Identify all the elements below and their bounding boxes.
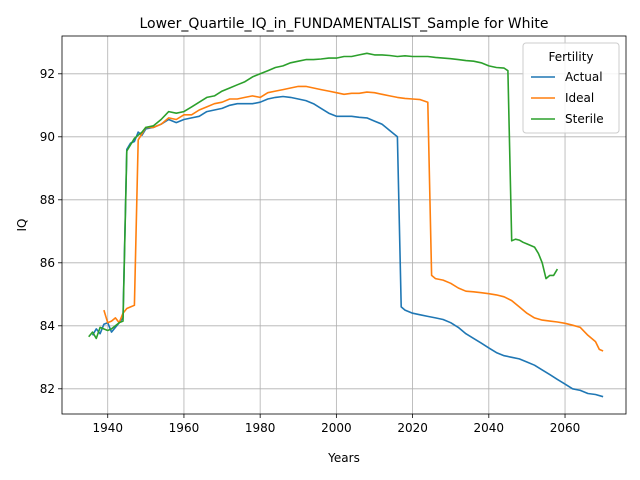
legend: Fertility Actual Ideal Sterile: [522, 42, 620, 134]
x-axis-label: Years: [327, 451, 360, 465]
grid: [62, 36, 626, 414]
x-tick-label: 2040: [474, 421, 505, 435]
y-tick-label: 86: [40, 256, 55, 270]
x-tick-label: 2060: [550, 421, 581, 435]
y-axis: 82 84 86 88 90 92: [40, 67, 62, 396]
chart-title: Lower_Quartile_IQ_in_FUNDAMENTALIST_Samp…: [139, 16, 548, 32]
series-line-ideal: [103, 85, 604, 352]
x-tick-label: 1940: [92, 421, 123, 435]
y-tick-label: 84: [40, 319, 55, 333]
y-tick-label: 90: [40, 130, 55, 144]
legend-title: Fertility: [548, 50, 593, 64]
y-tick-label: 82: [40, 382, 55, 396]
y-axis-label: IQ: [15, 219, 29, 232]
y-tick-label: 88: [40, 193, 55, 207]
series-line-sterile: [88, 52, 559, 340]
x-tick-label: 1960: [169, 421, 200, 435]
x-axis: 1940 1960 1980 2000 2020 2040 2060: [92, 414, 580, 435]
legend-label-sterile: Sterile: [565, 112, 604, 126]
legend-box: [522, 42, 620, 134]
plot-frame: [61, 35, 627, 415]
x-tick-label: 1980: [245, 421, 276, 435]
x-tick-label: 2020: [397, 421, 428, 435]
legend-label-ideal: Ideal: [565, 91, 594, 105]
y-tick-label: 92: [40, 67, 55, 81]
x-tick-label: 2000: [321, 421, 352, 435]
legend-label-actual: Actual: [565, 70, 603, 84]
series-layer: [88, 52, 604, 398]
